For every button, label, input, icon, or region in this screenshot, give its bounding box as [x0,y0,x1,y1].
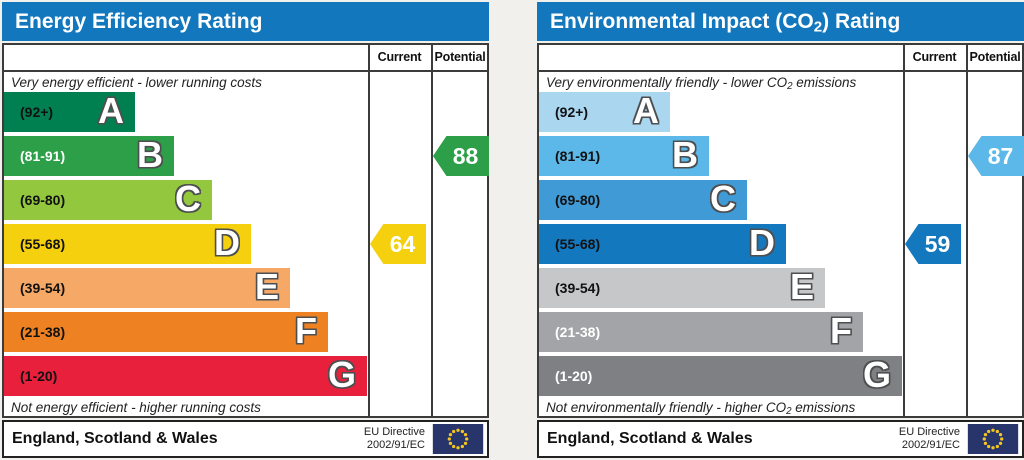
band-letter: C [175,178,201,219]
header-row-divider [539,70,1022,72]
band-letter: C [710,178,736,219]
band-range-label: (1-20) [555,368,593,384]
band-d: (55-68) D [539,222,786,264]
band-letter: B [672,134,698,175]
band-range-label: (21-38) [20,324,66,340]
page-title: Environmental Impact (CO2) Rating [550,10,901,36]
band-g: (1-20) G [4,354,367,396]
band-letter: E [254,266,279,307]
eu-flag-icon [432,424,484,454]
band-letter: F [830,310,852,351]
potential-column-header: Potential [434,50,486,64]
band-range-label: (1-20) [20,368,58,384]
potential-column-header: Potential [969,50,1021,64]
band-b: (81-91) B [4,134,174,176]
footer: England, Scotland & Wales EU Directive 20… [537,420,1024,458]
current-column-header: Current [912,50,957,64]
band-letter: G [327,354,356,395]
potential-column-divider [966,45,968,416]
current-rating-indicator: 59 [905,224,961,264]
band-letter: A [98,90,124,131]
band-range-label: (55-68) [555,236,601,252]
header-row-divider [4,70,487,72]
band-letter: G [862,354,891,395]
top-note: Very environmentally friendly - lower CO… [546,75,857,93]
page-title: Energy Efficiency Rating [15,10,263,33]
potential-column-divider [431,45,433,416]
band-d: (55-68) D [4,222,251,264]
band-letter: F [295,310,317,351]
band-range-label: (69-80) [555,192,601,208]
band-letter: D [749,222,775,263]
potential-rating-indicator: 87 [968,136,1024,176]
bottom-note: Not environmentally friendly - higher CO… [546,400,856,418]
current-column-divider [368,45,370,416]
chart-title-bar: Environmental Impact (CO2) Rating [537,2,1024,41]
band-range-label: (81-91) [20,148,66,164]
band-g: (1-20) G [539,354,902,396]
band-c: (69-80) C [4,178,212,220]
band-f: (21-38) F [4,310,328,352]
eu-directive-label: EU Directive 2002/91/EC [898,426,960,451]
band-range-label: (81-91) [555,148,601,164]
band-range-label: (21-38) [555,324,601,340]
band-e: (39-54) E [539,266,825,308]
potential-rating-indicator: 88 [433,136,489,176]
current-rating-indicator: 64 [370,224,426,264]
band-range-label: (92+) [20,104,54,120]
band-letter: B [137,134,163,175]
footer: England, Scotland & Wales EU Directive 20… [2,420,489,458]
band-a: (92+) A [539,90,670,132]
band-range-label: (39-54) [555,280,601,296]
band-range-label: (92+) [555,104,589,120]
band-e: (39-54) E [4,266,290,308]
region-label: England, Scotland & Wales [12,430,218,447]
energy-efficiency-chart: Energy Efficiency Rating Current Potenti… [2,0,489,460]
band-letter: D [214,222,240,263]
band-range-label: (39-54) [20,280,66,296]
band-range-label: (55-68) [20,236,66,252]
band-b: (81-91) B [539,134,709,176]
band-a: (92+) A [4,90,135,132]
band-c: (69-80) C [539,178,747,220]
band-range-label: (69-80) [20,192,66,208]
current-column-header: Current [377,50,422,64]
top-note: Very energy efficient - lower running co… [11,75,262,90]
eu-flag-icon [967,424,1019,454]
current-column-divider [903,45,905,416]
bottom-note: Not energy efficient - higher running co… [11,400,261,415]
band-letter: E [789,266,814,307]
band-letter: A [633,90,659,131]
region-label: England, Scotland & Wales [547,430,753,447]
chart-title-bar: Energy Efficiency Rating [2,2,489,41]
band-f: (21-38) F [539,310,863,352]
environmental-impact-chart: Environmental Impact (CO2) Rating Curren… [537,0,1024,460]
eu-directive-label: EU Directive 2002/91/EC [363,426,425,451]
